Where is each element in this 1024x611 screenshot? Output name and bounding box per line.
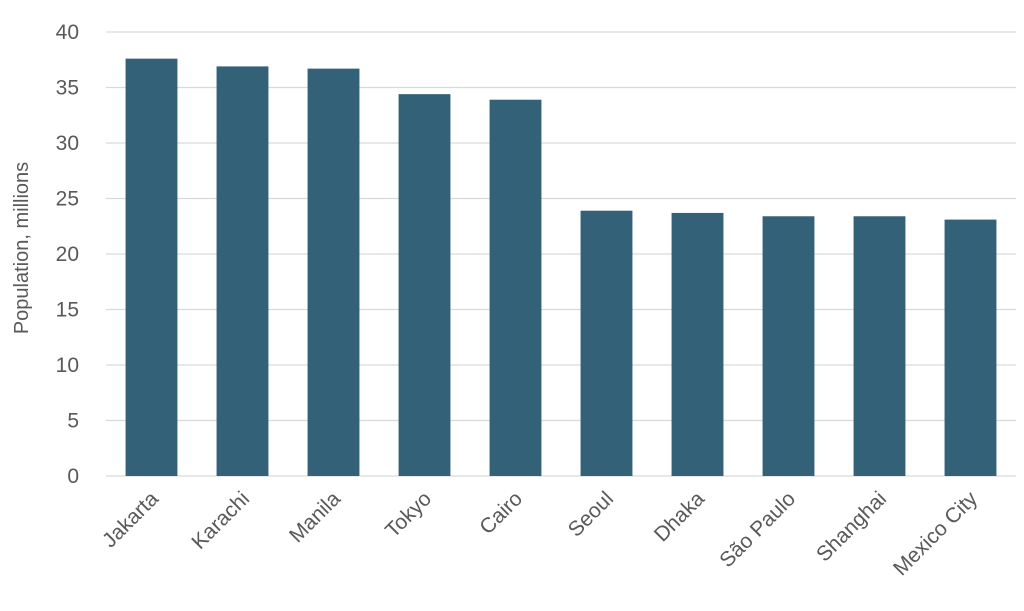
y-tick-label: 0 (67, 465, 79, 488)
x-tick-label: Manila (285, 487, 345, 547)
y-axis-title: Population, millions (11, 162, 33, 334)
bar-cairo[interactable] (489, 99, 542, 477)
bar-mexico-city[interactable] (944, 219, 997, 476)
x-tick-label: Dhaka (650, 487, 709, 546)
x-tick-label: Shanghai (812, 487, 891, 566)
y-tick-label: 10 (56, 354, 79, 377)
y-axis-ticks: 0 5 10 15 20 25 30 35 40 (56, 21, 79, 488)
bar-seoul[interactable] (580, 210, 633, 476)
bar-s-o-paulo[interactable] (762, 216, 815, 476)
x-tick-label: São Paulo (715, 487, 800, 572)
bar-manila[interactable] (307, 68, 360, 476)
bar-karachi[interactable] (216, 66, 269, 476)
bar-tokyo[interactable] (398, 94, 451, 476)
y-tick-label: 30 (56, 132, 79, 155)
bar-dhaka[interactable] (671, 212, 724, 476)
y-tick-label: 5 (67, 410, 79, 433)
bars (125, 58, 997, 477)
x-axis-ticks: Jakarta Karachi Manila Tokyo Cairo Seoul Dhaka… (98, 487, 982, 580)
x-tick-label: Karachi (187, 487, 254, 554)
x-tick-label: Jakarta (98, 487, 163, 552)
x-tick-label: Tokyo (381, 487, 436, 542)
x-tick-label: Mexico City (889, 487, 982, 580)
y-tick-label: 40 (56, 21, 79, 44)
x-tick-label: Seoul (564, 487, 618, 541)
y-tick-label: 15 (56, 299, 79, 322)
x-tick-label: Cairo (475, 487, 527, 539)
y-tick-label: 25 (56, 188, 79, 211)
y-tick-label: 20 (56, 243, 79, 266)
bar-shanghai[interactable] (853, 216, 906, 476)
bar-jakarta[interactable] (125, 58, 178, 476)
y-tick-label: 35 (56, 77, 79, 100)
